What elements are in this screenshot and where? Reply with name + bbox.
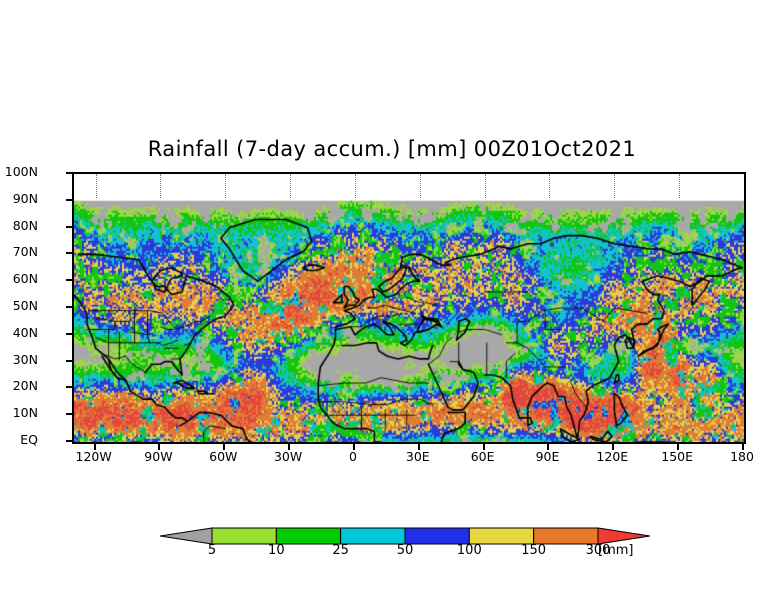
x-axis-tick-label: 0 <box>348 449 357 464</box>
colorbar-extend-low <box>160 527 213 545</box>
colorbar-swatch <box>275 527 342 545</box>
x-axis-tick-mark <box>288 444 291 450</box>
x-axis-tick-mark <box>352 444 355 450</box>
x-axis-tick-mark <box>547 444 550 450</box>
y-axis-tick-label: 90N <box>12 190 38 206</box>
y-axis-tick-label: 70N <box>12 244 38 260</box>
colorbar-tick-label: 300 <box>585 543 611 558</box>
y-axis-tick-label: 40N <box>12 324 38 340</box>
y-axis-tick-label: 20N <box>12 378 38 394</box>
x-axis-tick-label: 90E <box>535 449 560 464</box>
colorbar-tick-label: 10 <box>268 543 285 558</box>
x-axis-tick-mark <box>158 444 161 450</box>
x-axis-tick-mark <box>417 444 420 450</box>
y-axis-tick-label: EQ <box>20 432 38 447</box>
x-axis-tick-label: 180 <box>730 449 754 464</box>
rainfall-map-canvas <box>74 174 744 442</box>
x-axis-tick-label: 60E <box>470 449 495 464</box>
colorbar-extend-high <box>597 527 650 545</box>
x-axis-tick-label: 120E <box>596 449 629 464</box>
y-axis-tick-label: 60N <box>12 271 38 287</box>
colorbar-swatches <box>160 527 650 545</box>
colorbar-swatch <box>533 527 599 545</box>
page-title: Rainfall (7-day accum.) [mm] 00Z01Oct202… <box>147 137 637 161</box>
y-axis-tick-mark <box>66 332 72 335</box>
x-axis-tick-mark <box>223 444 226 450</box>
y-axis-tick-mark <box>66 413 72 416</box>
x-axis-tick-mark <box>93 444 96 450</box>
x-axis-tick-label: 150E <box>661 449 694 464</box>
colorbar-swatch <box>211 527 277 545</box>
y-axis-tick-mark <box>66 386 72 389</box>
x-axis-tick-label: 120W <box>75 449 112 464</box>
y-axis-tick-label: 50N <box>12 298 38 313</box>
x-axis-tick-label: 30E <box>405 449 430 464</box>
x-axis-tick-mark <box>612 444 615 450</box>
y-axis-tick-mark <box>66 440 72 442</box>
map-plot-area <box>72 172 746 444</box>
y-axis-tick-mark <box>66 198 72 201</box>
colorbar-swatch <box>404 527 470 545</box>
colorbar-swatch <box>340 527 406 545</box>
y-axis-tick-mark <box>66 359 72 362</box>
x-axis-tick-label: 60W <box>209 449 238 464</box>
x-axis-tick-mark <box>482 444 485 450</box>
colorbar-tick-label: 100 <box>456 543 482 558</box>
colorbar-swatch <box>468 527 535 545</box>
colorbar-tick-label: 5 <box>207 543 217 558</box>
y-axis-tick-mark <box>66 225 72 228</box>
x-axis-tick-mark <box>677 444 680 450</box>
colorbar-tick-label: 50 <box>396 543 414 558</box>
y-axis-tick-label: 80N <box>12 217 38 233</box>
y-axis-tick-mark <box>66 306 72 308</box>
y-axis-tick-label: 100N <box>4 164 38 179</box>
x-axis-tick-mark <box>742 444 744 450</box>
colorbar-tick-label: 150 <box>521 543 547 558</box>
colorbar-unit-label: [mm] <box>598 543 634 558</box>
x-axis-tick-label: 30W <box>273 449 303 464</box>
y-axis-tick-mark <box>66 279 72 282</box>
y-axis-tick-mark <box>66 172 72 174</box>
y-axis-tick-label: 30N <box>12 351 38 367</box>
y-axis-tick-label: 10N <box>12 405 38 421</box>
colorbar-tick-label: 25 <box>332 543 349 558</box>
colorbar <box>160 524 650 548</box>
x-axis-tick-label: 90W <box>144 449 173 464</box>
y-axis-tick-mark <box>66 252 72 255</box>
